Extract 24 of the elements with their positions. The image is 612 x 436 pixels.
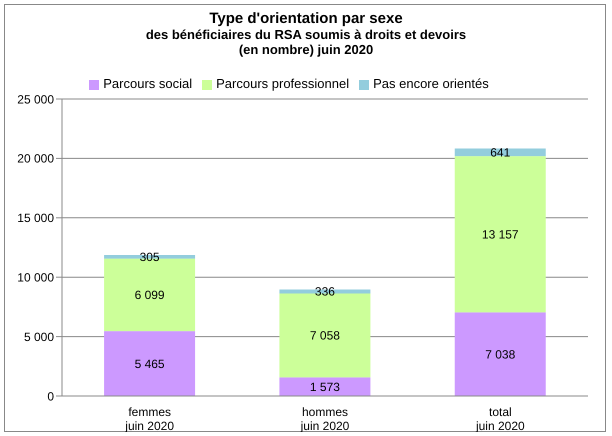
bar [279,377,370,396]
data-label: 336 [314,284,336,299]
y-tick-label: 10 000 [17,270,54,284]
bar [454,156,546,312]
legend-label: Parcours professionnel [216,76,350,91]
y-tick-label: 25 000 [17,92,54,106]
data-label: 5 465 [134,356,165,371]
legend-label: Pas encore orientés [373,76,489,91]
y-tick-label: 20 000 [17,152,54,166]
bar [454,312,546,396]
data-label: 7 038 [485,347,516,362]
data-label: 6 099 [134,288,165,302]
y-tick-label: 5 000 [24,330,54,344]
data-label: 13 157 [482,227,519,242]
data-label: 305 [140,250,160,264]
chart-title: Type d'orientation par sexe [208,10,404,27]
legend-label: Parcours social [103,76,192,91]
y-tick-label: 0 [47,389,54,404]
data-label: 7 058 [310,328,340,343]
bar [104,331,196,396]
y-tick-label: 15 000 [17,211,54,226]
data-label: 1 573 [310,380,340,394]
data-label: 641 [490,146,511,160]
chart-subtitle: des bénéficiaires du RSA soumis à droits et devoirs (en nombre) juin 2020 [144,27,468,57]
